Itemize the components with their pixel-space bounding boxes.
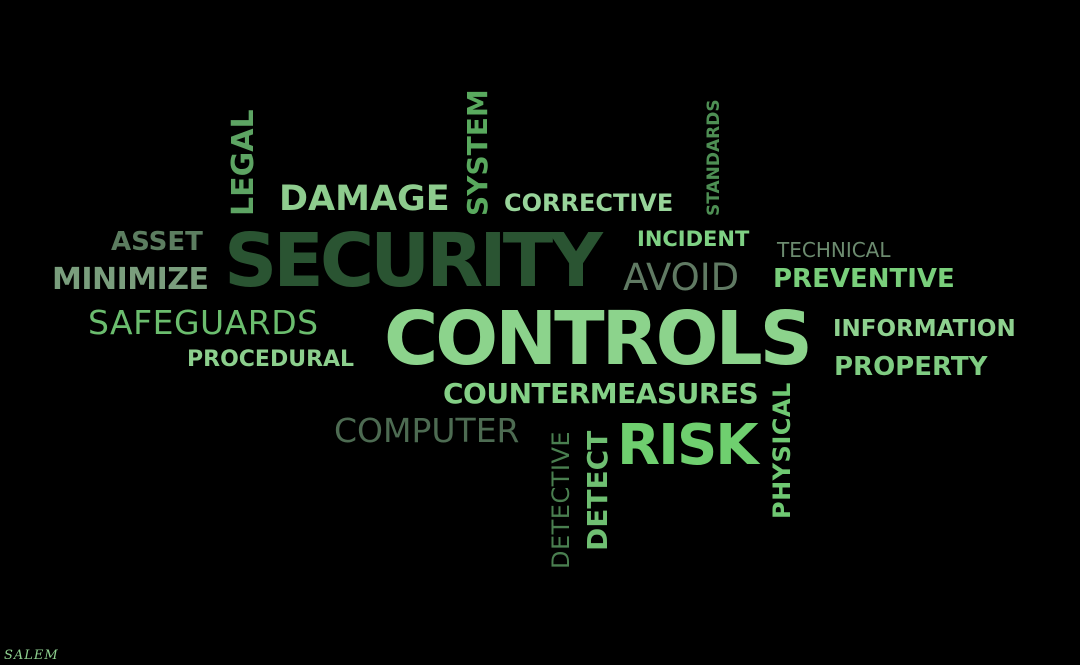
signature: SALEM (4, 648, 59, 663)
word-computer: COMPUTER (334, 411, 520, 450)
word-preventive: PREVENTIVE (773, 264, 955, 294)
word-avoid: AVOID (623, 256, 740, 299)
word-corrective: CORRECTIVE (504, 189, 674, 217)
word-procedural: PROCEDURAL (187, 347, 355, 372)
word-damage: DAMAGE (279, 179, 450, 219)
word-property: PROPERTY (834, 352, 988, 382)
word-security: SECURITY (224, 218, 603, 304)
word-minimize: MINIMIZE (52, 262, 209, 297)
word-technical: TECHNICAL (777, 238, 891, 262)
word-system: SYSTEM (461, 89, 494, 216)
word-incident: INCIDENT (637, 227, 750, 251)
word-countermeasures: COUNTERMEASURES (443, 377, 759, 410)
word-legal: LEGAL (226, 109, 261, 216)
word-asset: ASSET (111, 227, 203, 257)
word-controls: CONTROLS (384, 296, 813, 382)
word-standards: STANDARDS (704, 99, 724, 216)
word-risk: RISK (617, 413, 759, 478)
word-detect: DETECT (581, 430, 614, 551)
word-physical: PHYSICAL (768, 382, 796, 519)
word-information: INFORMATION (833, 316, 1016, 342)
word-detective: DETECTIVE (547, 430, 575, 569)
word-safeguards: SAFEGUARDS (88, 303, 319, 342)
